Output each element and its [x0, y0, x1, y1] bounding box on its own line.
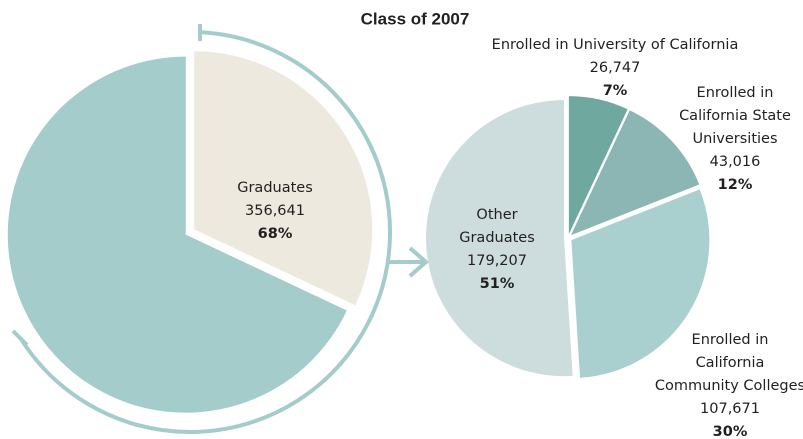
- category-label: Universities: [692, 131, 777, 147]
- slice-label: Enrolled in University of California 26,7…: [492, 37, 739, 99]
- pie-slice: [194, 51, 373, 306]
- category-label: Graduates: [459, 230, 535, 246]
- arc: [18, 30, 393, 434]
- pie-slice: [570, 110, 700, 236]
- pie-slice: [7, 56, 347, 413]
- percent-label: 7%: [603, 83, 628, 99]
- count-label: 356,641: [245, 203, 305, 219]
- flow-arrow: [11, 24, 430, 434]
- pie-slice: [426, 100, 573, 377]
- pie-slice: [568, 96, 628, 235]
- slice-label: Enrolled in California State Universities 4…: [679, 85, 791, 193]
- percent-label: 51%: [480, 276, 515, 292]
- count-label: 26,747: [590, 60, 641, 76]
- category-label: Enrolled in: [692, 332, 769, 348]
- category-label: Enrolled in: [697, 85, 774, 101]
- pie-slice: [571, 189, 710, 378]
- category-label: California State: [679, 108, 791, 124]
- percent-label: 68%: [258, 226, 293, 242]
- chart-title: Class of 2007: [361, 9, 470, 28]
- arrow-head: [408, 246, 430, 278]
- count-label: 43,016: [710, 154, 761, 170]
- slice-label: Enrolled in California Community Colleges 1…: [655, 332, 803, 439]
- count-label: 107,671: [700, 401, 760, 417]
- category-label: California: [696, 355, 765, 371]
- slice-label: Graduates 356,641 68%: [237, 180, 313, 242]
- category-label: Enrolled in University of California: [492, 37, 739, 53]
- category-label: Other: [476, 207, 517, 223]
- category-label: Graduates: [237, 180, 313, 196]
- arc-tick: [11, 329, 29, 347]
- percent-label: 30%: [713, 424, 748, 439]
- slice-label: Other Graduates 179,207 51%: [459, 207, 535, 292]
- count-label: 179,207: [467, 253, 527, 269]
- percent-label: 12%: [718, 177, 753, 193]
- category-label: Community Colleges: [655, 378, 803, 394]
